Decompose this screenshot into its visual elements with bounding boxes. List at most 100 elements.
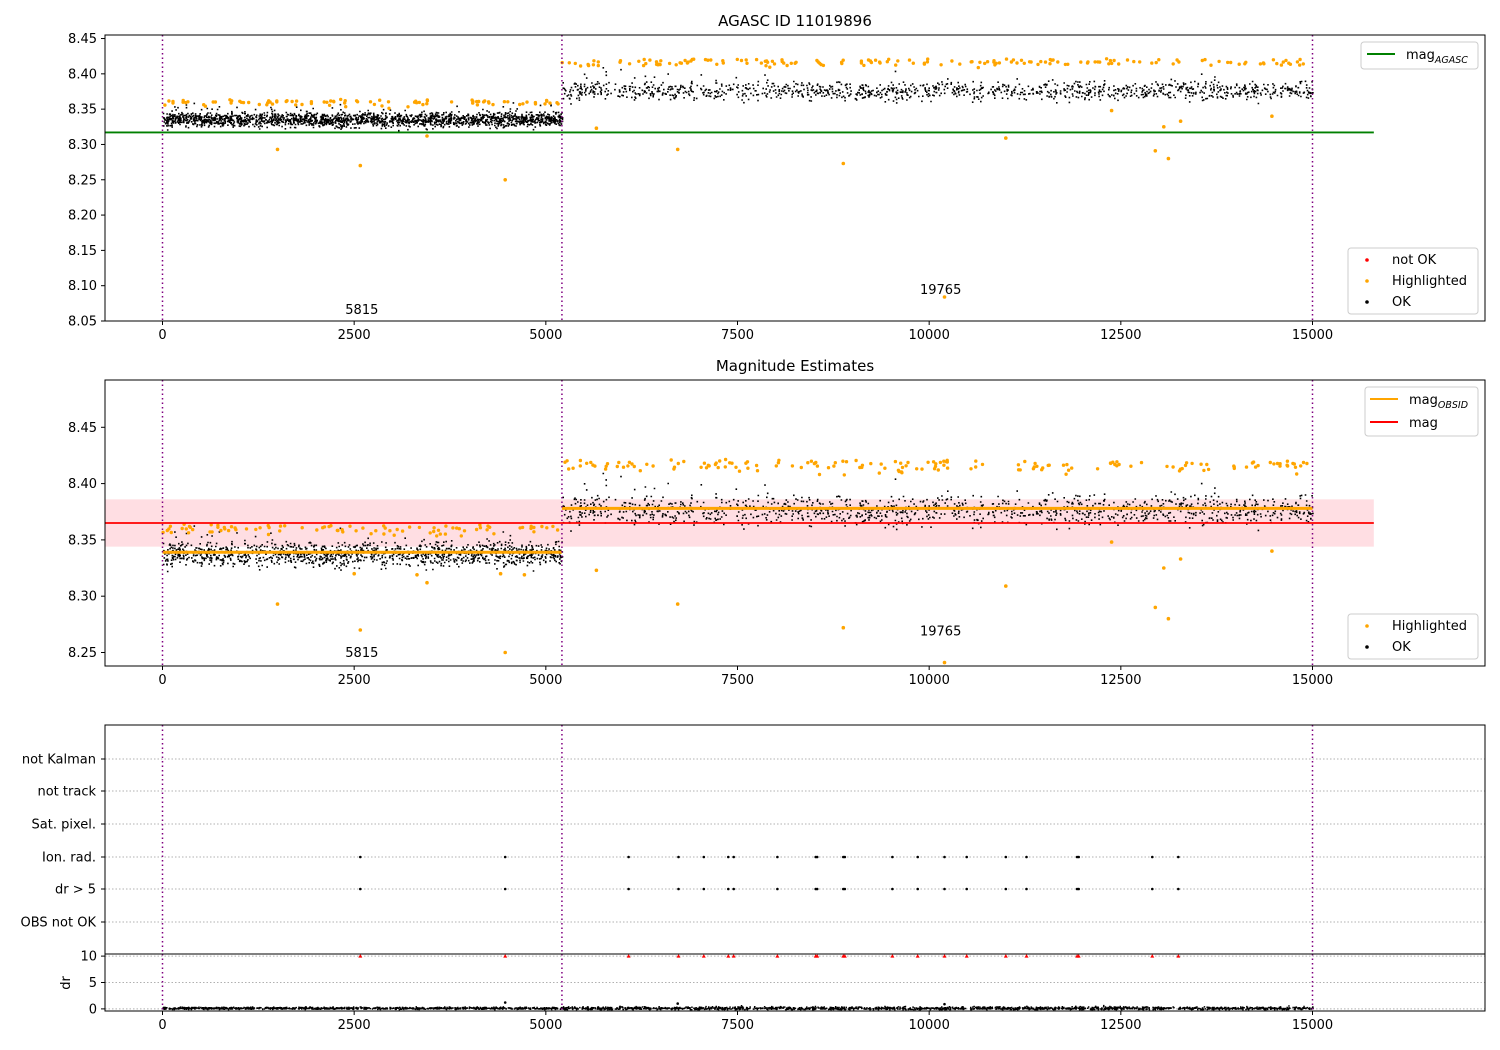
highlighted-point xyxy=(1022,61,1026,65)
highlighted-point xyxy=(869,60,874,65)
highlighted-point xyxy=(1023,459,1027,464)
highlighted-point xyxy=(163,103,167,107)
highlighted-point xyxy=(275,602,280,606)
y-tick-label: 0 xyxy=(89,1002,97,1017)
highlighted-point xyxy=(1056,60,1060,64)
highlighted-point xyxy=(978,60,982,64)
highlighted-point xyxy=(518,102,522,107)
highlighted-point xyxy=(879,462,883,466)
dr-clipped-marker xyxy=(1003,954,1008,958)
highlighted-point xyxy=(626,464,630,468)
dr-clipped-marker xyxy=(915,954,920,958)
highlighted-point xyxy=(1051,58,1055,62)
highlighted-point xyxy=(315,528,319,532)
p2-axis-ticks: 0 2500 5000 7500 10000 12500 15000 8.25 8.30 8.35… xyxy=(68,421,1333,688)
highlighted-point xyxy=(265,103,269,107)
highlighted-point xyxy=(421,102,425,107)
highlighted-point xyxy=(443,532,448,536)
highlighted-point xyxy=(1066,468,1071,472)
highlighted-point xyxy=(191,527,195,532)
x-tick-label: 7500 xyxy=(721,1018,754,1033)
highlighted-point xyxy=(503,178,508,182)
highlighted-point xyxy=(754,463,759,468)
highlighted-point xyxy=(209,523,213,527)
flag-point xyxy=(815,855,819,859)
highlighted-point xyxy=(638,469,642,473)
flag-row-label: Ion. rad. xyxy=(42,851,96,866)
highlighted-point xyxy=(339,97,343,102)
highlighted-point xyxy=(676,461,680,466)
highlighted-point xyxy=(1301,460,1306,465)
highlighted-point xyxy=(860,465,864,470)
highlighted-point xyxy=(1107,62,1111,66)
highlighted-point xyxy=(1299,464,1303,468)
highlighted-point xyxy=(1009,60,1014,64)
highlighted-point xyxy=(216,523,220,527)
highlighted-point xyxy=(309,101,314,106)
highlighted-point xyxy=(983,61,987,66)
highlighted-point xyxy=(417,100,421,105)
highlighted-point xyxy=(415,573,419,577)
highlighted-point xyxy=(506,100,510,104)
highlighted-point xyxy=(1226,60,1230,65)
dr-clipped-marker xyxy=(1076,954,1081,958)
highlighted-point xyxy=(790,464,795,468)
highlighted-point xyxy=(573,61,577,66)
p2-legend-highlighted: Highlighted xyxy=(1392,619,1467,634)
highlighted-point xyxy=(1162,125,1166,129)
y-tick-label: 8.05 xyxy=(68,315,97,330)
highlighted-point xyxy=(567,61,571,65)
y-tick-label: 8.45 xyxy=(68,32,97,47)
highlighted-point xyxy=(585,461,589,465)
highlighted-point xyxy=(933,464,938,469)
highlighted-point xyxy=(985,60,990,64)
highlighted-point xyxy=(368,100,373,104)
highlighted-point xyxy=(1138,60,1142,64)
highlighted-point xyxy=(374,529,378,533)
dr-clipped-marker xyxy=(726,954,731,958)
highlighted-point xyxy=(648,58,652,62)
highlighted-point xyxy=(942,463,946,467)
highlighted-point xyxy=(815,464,820,468)
dr-clipped-marker xyxy=(358,954,363,958)
highlighted-point xyxy=(659,59,663,63)
y-tick-label: 8.30 xyxy=(68,590,97,605)
flag-row-label: Sat. pixel. xyxy=(32,818,96,833)
highlighted-point xyxy=(893,459,898,464)
highlighted-point xyxy=(382,524,386,528)
highlighted-point xyxy=(630,462,634,466)
highlighted-point xyxy=(1110,61,1114,66)
highlighted-point xyxy=(844,460,849,464)
highlighted-point xyxy=(603,467,608,471)
highlighted-point xyxy=(674,63,678,67)
p3-flag-grid xyxy=(105,758,1485,923)
highlighted-point xyxy=(992,59,996,63)
highlighted-point xyxy=(745,61,749,65)
y-tick-label: 8.25 xyxy=(68,173,97,188)
highlighted-point xyxy=(475,99,479,104)
highlighted-point xyxy=(412,100,417,104)
highlighted-point xyxy=(976,65,980,70)
highlighted-point xyxy=(228,98,232,102)
highlighted-point xyxy=(945,458,949,462)
highlighted-point xyxy=(618,59,623,63)
highlighted-point xyxy=(841,161,846,166)
p2-legend-bottom: Highlighted OK xyxy=(1347,613,1479,660)
highlighted-point xyxy=(285,99,289,103)
highlighted-point xyxy=(475,103,480,107)
highlighted-point xyxy=(1206,467,1211,472)
highlighted-point xyxy=(637,59,641,63)
highlighted-point xyxy=(915,467,919,471)
highlighted-point xyxy=(1095,467,1100,471)
flag-point xyxy=(943,887,946,891)
highlighted-point xyxy=(900,471,904,475)
highlighted-point xyxy=(522,573,527,577)
highlighted-point xyxy=(1036,62,1040,67)
highlighted-point xyxy=(958,62,962,66)
ok-points xyxy=(562,67,1314,105)
highlighted-point xyxy=(1237,62,1241,66)
dr-clipped-marker xyxy=(731,954,736,958)
highlighted-point xyxy=(451,526,455,530)
dr-clipped-marker xyxy=(676,954,681,958)
flag-point xyxy=(359,887,362,891)
